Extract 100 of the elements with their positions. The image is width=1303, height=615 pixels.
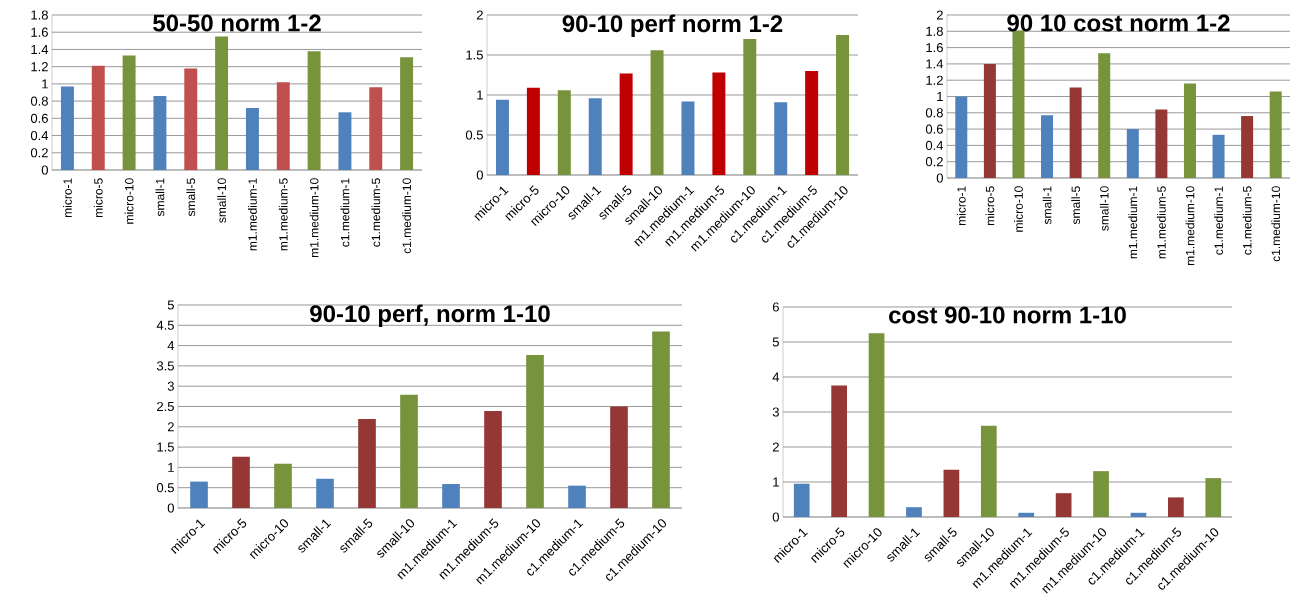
x-tick-label: micro-1 (956, 186, 966, 225)
x-tick-label: small-5 (186, 178, 196, 217)
y-tick-label: 5 (167, 300, 174, 310)
chart-title: cost 90-10 norm 1-10 (889, 306, 1126, 324)
y-tick-label: 1 (168, 462, 174, 472)
bar (980, 425, 997, 517)
y-tick-label: 2 (936, 10, 943, 20)
y-tick-label: 6 (772, 302, 779, 312)
y-tick-label: 0.8 (30, 96, 48, 106)
bar (805, 70, 819, 175)
bar (526, 354, 544, 508)
y-tick-label: 1.6 (926, 42, 943, 53)
x-tick-label: m1.medium-10 (309, 178, 319, 258)
x-tick-label: c1.medium-5 (371, 178, 381, 247)
bar (495, 99, 509, 175)
y-tick-label: 4 (772, 372, 780, 382)
bar (983, 63, 996, 178)
bar (307, 51, 321, 170)
x-tick-label: m1.medium-5 (278, 178, 288, 251)
y-tick-label: 0.4 (30, 130, 49, 141)
bar (274, 463, 292, 508)
y-tick-label: 1 (477, 90, 483, 100)
x-tick-label: c1.medium-10 (402, 178, 411, 254)
x-tick-label: small-5 (1071, 186, 1081, 225)
y-tick-label: 0.6 (30, 113, 48, 123)
bar (868, 333, 885, 517)
bar (1018, 512, 1035, 517)
bar (943, 469, 960, 517)
y-tick-label: 1.2 (31, 62, 48, 72)
bar (712, 72, 726, 175)
y-tick-label: 0 (936, 173, 943, 183)
x-tick-label: small-1 (1042, 186, 1052, 225)
bar (1055, 493, 1072, 517)
x-tick-label: small-10 (1099, 186, 1109, 231)
chart-title: 90 10 cost norm 1-2 (1007, 14, 1230, 32)
y-tick-label: 0 (167, 503, 174, 513)
y-tick-label: 1.8 (926, 26, 943, 36)
bar (184, 68, 198, 170)
chart-title: 90-10 perf, norm 1-10 (310, 304, 550, 327)
bar (588, 98, 602, 175)
y-tick-label: 1.5 (466, 50, 483, 60)
bar (836, 34, 850, 175)
x-tick-label: c1.medium-1 (340, 178, 350, 247)
bar (610, 406, 628, 508)
chart-title: 90-10 perf norm 1-2 (562, 14, 783, 37)
bar (793, 483, 810, 517)
bar (1168, 497, 1184, 517)
bar (831, 385, 847, 517)
y-tick-label: 0 (476, 170, 483, 180)
y-tick-label: 2 (476, 10, 483, 20)
x-tick-label: c1.medium-10 (1271, 186, 1281, 262)
x-tick-label: c1.medium-5 (1242, 186, 1252, 255)
x-tick-label: m1.medium-10 (1185, 186, 1195, 266)
x-tick-label: micro-5 (93, 178, 103, 217)
bar (338, 112, 352, 170)
y-tick-label: 2 (772, 442, 779, 452)
y-tick-label: 0.8 (925, 108, 943, 118)
y-tick-label: 1.4 (31, 44, 49, 54)
y-tick-label: 2 (167, 422, 174, 432)
bar (369, 87, 383, 170)
bar (652, 331, 670, 508)
bar (1212, 134, 1225, 178)
bar (1241, 116, 1254, 178)
bar (232, 456, 250, 508)
y-tick-label: 0.5 (465, 130, 483, 140)
bar (1098, 53, 1111, 178)
bar (358, 419, 376, 508)
y-tick-label: 1.8 (31, 10, 48, 20)
bar (1155, 109, 1168, 178)
bar (1012, 30, 1025, 178)
y-tick-label: 0.4 (925, 140, 944, 150)
bar (1093, 471, 1109, 517)
bar (568, 485, 586, 508)
y-tick-label: 5 (772, 337, 779, 347)
bar (906, 507, 922, 517)
bar (557, 90, 571, 175)
bar (316, 478, 334, 508)
bar (619, 73, 633, 175)
bar (122, 55, 136, 170)
y-tick-label: 4 (167, 341, 175, 351)
bar (400, 57, 414, 170)
y-tick-label: 0.6 (925, 124, 943, 134)
bar (91, 65, 105, 170)
bar (681, 101, 695, 175)
y-tick-label: 3.5 (156, 361, 174, 371)
bar (484, 410, 502, 508)
x-tick-label: m1.medium-1 (1128, 186, 1138, 259)
bar (153, 95, 167, 170)
y-tick-label: 1.5 (157, 442, 174, 452)
y-tick-label: 1.2 (926, 75, 943, 85)
y-tick-label: 0 (772, 512, 779, 522)
bar (1126, 129, 1139, 178)
bar (190, 481, 208, 508)
y-tick-label: 1 (937, 92, 943, 101)
bar (774, 102, 788, 175)
y-tick-label: 0.2 (30, 148, 48, 158)
y-tick-label: 2.5 (157, 401, 174, 412)
x-tick-label: micro-10 (1014, 186, 1023, 232)
bar (1069, 87, 1082, 178)
x-tick-label: small-10 (217, 178, 226, 223)
